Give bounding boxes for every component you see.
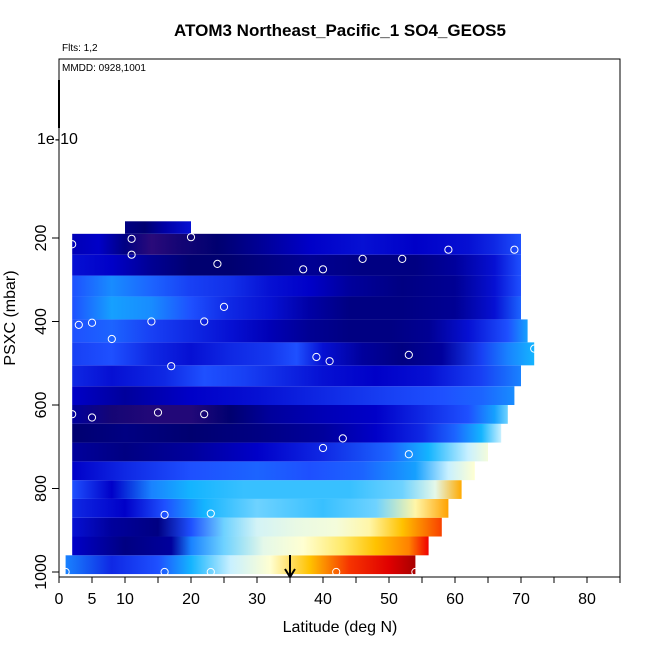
y-tick-label: 200 (33, 225, 50, 252)
x-tick-label: 60 (446, 591, 464, 608)
sample-point (74, 320, 83, 329)
x-tick-label: 30 (248, 591, 266, 608)
heatmap-band (72, 423, 502, 443)
sample-point (404, 350, 413, 359)
sample-point (87, 413, 97, 422)
sample-point (325, 357, 334, 366)
sample-point (107, 334, 116, 344)
y-axis-label: PSXC (mbar) (2, 270, 19, 365)
heatmap-band (72, 461, 475, 481)
sample-point (213, 259, 222, 268)
sample-point (318, 443, 328, 453)
sample-point (153, 408, 163, 417)
sample-point (299, 265, 308, 274)
sample-point (127, 234, 136, 243)
latitude-arrow (284, 555, 296, 579)
sample-point (200, 317, 209, 326)
heatmap-band (72, 405, 508, 424)
x-axis-label: Latitude (deg N) (283, 619, 398, 636)
sample-point (404, 450, 413, 459)
x-tick-label: 40 (314, 591, 332, 608)
heatmap-band (72, 254, 521, 276)
sample-point (206, 567, 215, 577)
sample-point (411, 567, 420, 577)
x-tick-label: 0 (55, 591, 64, 608)
sample-point (510, 245, 519, 254)
y-axis: 1000 800 600 400 200 (33, 225, 59, 590)
x-tick-label: 5 (88, 591, 97, 608)
sample-point (206, 509, 215, 518)
sample-point (332, 567, 341, 577)
sample-points-layer (61, 233, 539, 577)
chart-title: ATOM3 Northeast_Pacific_1 SO4_GEOS5 (174, 21, 506, 40)
sample-point (312, 352, 321, 362)
y-tick-label: 1000 (33, 554, 50, 590)
x-tick-label: 20 (182, 591, 200, 608)
x-tick-label: 10 (116, 591, 134, 608)
arrow-head (284, 568, 296, 579)
heatmap-band (72, 480, 462, 499)
sample-point (318, 265, 328, 274)
heatmap-band (72, 233, 521, 255)
sample-point (147, 317, 156, 326)
sample-point (338, 434, 347, 443)
sample-point (398, 254, 407, 263)
heatmap-band (72, 386, 515, 405)
heatmap-band (72, 296, 521, 320)
heatmap-band (72, 498, 449, 518)
sample-point (219, 302, 229, 311)
heatmap-layer (65, 221, 535, 575)
y-tick-label: 600 (33, 392, 50, 419)
sample-point (530, 344, 539, 353)
sample-point (358, 254, 367, 263)
sample-point (200, 410, 209, 419)
dates-note: MMDD: 0928,1001 (62, 63, 146, 74)
sample-point (444, 245, 453, 254)
heatmap-band (72, 517, 442, 537)
plot-frame (58, 58, 621, 578)
sample-point (61, 567, 70, 577)
heatmap-band (125, 221, 191, 234)
y-tick-label: 800 (33, 475, 50, 502)
sample-point (160, 567, 169, 577)
x-axis: 0 5 10 20 30 40 50 60 70 80 (55, 577, 621, 608)
x-tick-label: 80 (578, 591, 596, 608)
heatmap-band (72, 536, 429, 556)
sample-point (167, 362, 176, 371)
flights-note: Flts: 1,2 (62, 43, 98, 54)
sample-point (186, 233, 196, 242)
sample-point (87, 318, 97, 327)
sample-point (127, 250, 136, 259)
heatmap-band (72, 319, 528, 343)
x-tick-label: 50 (380, 591, 398, 608)
y-tick-label: 400 (33, 308, 50, 335)
heatmap-band (72, 275, 521, 297)
heatmap-band (72, 365, 521, 387)
heatmap-band (72, 342, 535, 366)
sample-point (68, 410, 77, 419)
sample-point (68, 240, 77, 249)
heatmap-band (65, 555, 416, 575)
sample-point (160, 510, 169, 519)
x-tick-label: 70 (512, 591, 530, 608)
heatmap-band (72, 442, 488, 462)
y-outlier-label: 1e-10 (37, 131, 78, 148)
